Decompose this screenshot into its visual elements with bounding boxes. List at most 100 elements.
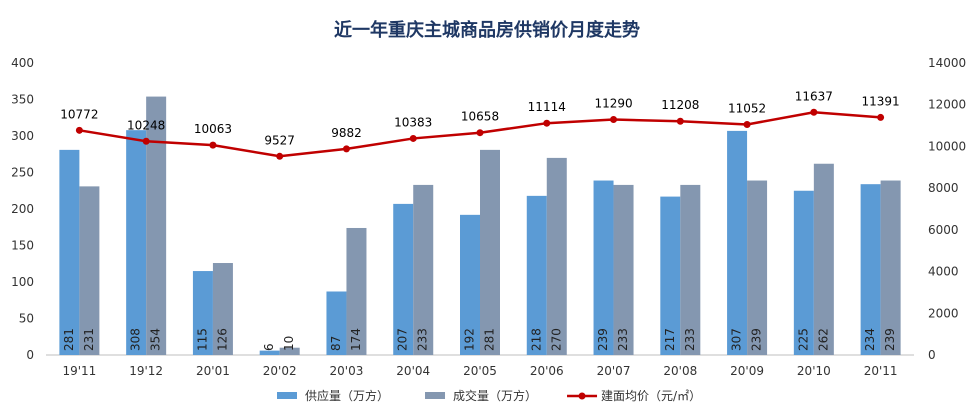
legend-label: 成交量（万方） [453,388,537,403]
sales-value-label: 239 [750,328,764,351]
supply-value-label: 207 [396,328,410,351]
y-left-tick-label: 350 [11,93,34,107]
price-point [877,113,885,121]
y-right-tick-label: 6000 [928,223,959,237]
price-point [75,126,83,134]
legend-sales-swatch [425,392,446,399]
x-tick-label: 19'12 [129,364,163,378]
sales-value-label: 126 [215,328,229,351]
x-tick-label: 20'06 [530,364,564,378]
sales-value-label: 239 [883,328,897,351]
supply-value-label: 6 [262,343,276,351]
supply-bar [460,214,480,355]
x-tick-label: 20'08 [663,364,697,378]
price-value-label: 10063 [194,122,232,136]
supply-bar [727,130,748,355]
supply-value-label: 281 [62,328,76,351]
supply-value-label: 225 [796,328,810,351]
supply-value-label: 115 [195,328,209,351]
axes-layer: 0501001502002503003504000200040006000800… [11,56,966,378]
supply-bar [126,130,147,355]
supply-value-label: 217 [663,328,677,351]
y-right-tick-label: 12000 [928,98,966,112]
y-right-tick-label: 14000 [928,56,966,70]
y-left-tick-label: 100 [11,275,34,289]
y-left-tick-label: 250 [11,166,34,180]
y-left-tick-label: 0 [26,348,34,362]
sales-bar [279,347,300,355]
supply-value-label: 218 [529,328,543,351]
y-left-tick-label: 50 [19,312,34,326]
sales-value-label: 233 [616,328,630,351]
price-value-label: 10658 [461,110,499,124]
x-tick-label: 20'02 [263,364,297,378]
y-right-tick-label: 4000 [928,265,959,279]
chart-title: 近一年重庆主城商品房供销价月度走势 [334,19,640,41]
price-point [676,117,684,125]
price-value-label: 10383 [394,115,432,129]
sales-value-label: 281 [483,328,497,351]
sales-bar [212,263,233,355]
price-value-label: 11637 [795,89,833,103]
supply-bar [259,350,280,355]
supply-value-label: 308 [129,328,143,351]
sales-value-label: 262 [816,328,830,351]
y-left-tick-label: 200 [11,202,34,216]
x-tick-label: 20'07 [597,364,631,378]
price-point [543,119,551,127]
y-right-tick-label: 2000 [928,306,959,320]
x-tick-label: 20'03 [330,364,364,378]
supply-value-label: 234 [863,328,877,351]
legend-price-swatch-point [578,392,586,400]
sales-value-label: 233 [416,328,430,351]
sales-value-label: 354 [149,328,163,351]
sales-bar [747,180,768,355]
y-left-tick-label: 300 [11,129,34,143]
price-point [610,116,618,124]
sales-bar [480,149,500,355]
price-point [142,137,150,145]
supply-bar [860,184,881,355]
x-tick-label: 20'01 [196,364,230,378]
legend: 供应量（万方） 成交量（万方） 建面均价（元/㎡） [277,388,701,403]
x-tick-label: 20'11 [864,364,898,378]
y-left-tick-label: 150 [11,239,34,253]
supply-value-label: 239 [596,328,610,351]
price-point [342,145,350,153]
sales-value-label: 174 [349,328,363,351]
supply-bar [793,190,814,355]
sales-value-label: 10 [282,336,296,351]
price-point [743,120,751,128]
y-right-tick-label: 0 [928,348,936,362]
bars-layer: 281 308 115 6 87 207 192 218 239 217 307 225 234 231 3… [59,96,901,355]
supply-bar [593,180,614,355]
price-value-label: 11208 [661,98,699,112]
price-point [476,129,484,137]
x-tick-label: 20'10 [797,364,831,378]
y-right-tick-label: 8000 [928,181,959,195]
sales-bar [546,157,567,355]
price-value-label: 11290 [594,97,632,111]
supply-bar [59,149,80,355]
sales-bar [813,163,834,355]
sales-bar [680,184,701,355]
sales-value-label: 233 [683,328,697,351]
x-tick-label: 20'09 [730,364,764,378]
sales-bar [146,96,167,355]
price-value-label: 9527 [264,133,295,147]
price-value-label: 10772 [60,107,98,121]
price-value-label: 11391 [862,94,900,108]
supply-value-label: 192 [463,328,477,351]
y-right-tick-label: 10000 [928,139,966,153]
sales-bar [880,180,901,355]
supply-bar [326,291,347,355]
supply-value-label: 87 [329,336,343,351]
sales-value-label: 231 [82,328,96,351]
legend-supply-swatch [277,392,297,399]
price-value-label: 9882 [331,126,362,140]
supply-bar [526,195,547,355]
sales-bar [413,184,434,355]
supply-bar [393,203,414,355]
